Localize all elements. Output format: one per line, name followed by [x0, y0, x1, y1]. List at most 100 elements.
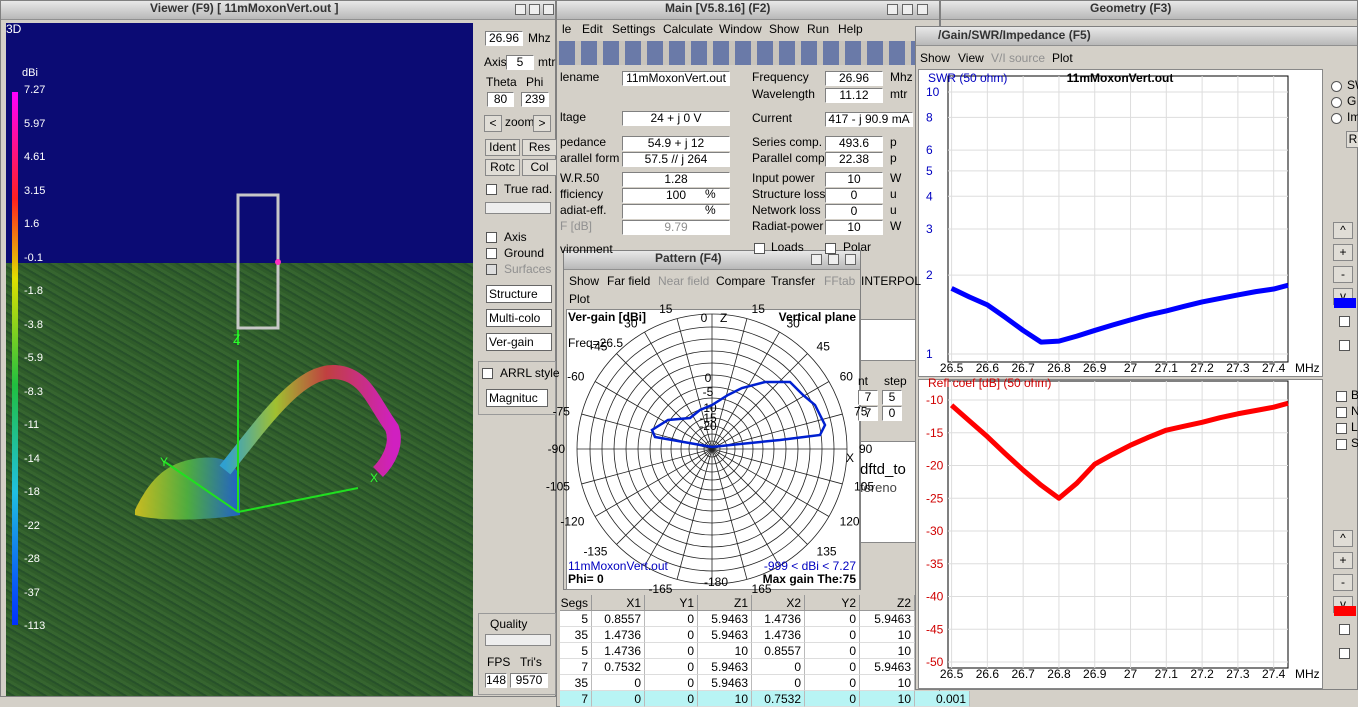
checkbox[interactable] [482, 368, 493, 379]
slider[interactable] [485, 634, 551, 646]
zoom-label: zoom [505, 115, 535, 129]
button[interactable]: - [1333, 266, 1353, 283]
menu-item[interactable]: Run [807, 22, 830, 36]
checkbox[interactable] [1336, 439, 1347, 450]
field[interactable] [622, 204, 730, 219]
checkbox[interactable] [1339, 340, 1350, 351]
minimize[interactable] [811, 254, 822, 265]
checkbox[interactable] [486, 184, 497, 195]
scale-label: 5.97 [24, 117, 46, 130]
field-label: ltage [560, 110, 587, 124]
table-cell: 7 [560, 659, 592, 675]
scale-label: 1.6 [24, 218, 40, 230]
menu-item[interactable]: Show [569, 274, 600, 288]
button[interactable]: ^ [1333, 222, 1353, 239]
scale-label: -8.3 [24, 385, 43, 398]
checkbox[interactable] [1336, 391, 1347, 402]
field: 11mMoxonVert.out [622, 71, 730, 86]
table-cell: 0 [805, 659, 860, 675]
menu-item[interactable]: Transfer [771, 274, 816, 288]
checkbox[interactable] [1336, 407, 1347, 418]
radio[interactable] [1331, 81, 1342, 92]
table-cell: 0.7532 [592, 659, 645, 675]
button[interactable]: Res [522, 139, 557, 156]
menu-item[interactable]: View [958, 51, 984, 65]
radio[interactable] [1331, 97, 1342, 108]
table-cell: 0 [592, 691, 645, 707]
menu-item[interactable]: Far field [607, 274, 651, 288]
theta-field[interactable]: 80 [487, 92, 514, 107]
button[interactable]: ^ [1333, 530, 1353, 547]
close[interactable] [845, 254, 856, 265]
button[interactable]: R [1346, 131, 1358, 148]
menu-item[interactable]: Calculate [663, 22, 714, 36]
button[interactable]: - [1333, 574, 1353, 591]
scale-label: -0.1 [24, 251, 43, 264]
button[interactable]: Ident [485, 139, 520, 156]
button[interactable]: Col [522, 159, 557, 176]
menu-item[interactable]: Settings [612, 22, 656, 36]
menu-item[interactable]: Edit [582, 22, 603, 36]
table-cell: 0 [752, 675, 805, 691]
menu-item[interactable]: Window [719, 22, 762, 36]
axis-field[interactable]: 5 [506, 55, 534, 70]
freq-field[interactable]: 26.96 [485, 31, 523, 46]
toolbar[interactable] [557, 41, 941, 65]
checkbox[interactable] [486, 248, 497, 259]
button[interactable]: < [484, 115, 502, 132]
menu-item[interactable]: Near field [658, 274, 710, 288]
maximize[interactable] [902, 4, 913, 15]
maximize[interactable] [828, 254, 839, 265]
checkbox[interactable] [1339, 624, 1350, 635]
checkbox[interactable] [486, 232, 497, 243]
button[interactable]: + [1333, 244, 1353, 261]
menu-item[interactable]: FFtab [824, 274, 856, 288]
checkbox[interactable] [1339, 648, 1350, 659]
checkbox[interactable] [1336, 423, 1347, 434]
checkbox[interactable] [1339, 316, 1350, 327]
select[interactable]: Multi-colo [486, 309, 552, 327]
checkbox[interactable] [825, 243, 836, 254]
field: 10 [825, 172, 883, 187]
menu-item[interactable]: Plot [569, 292, 590, 306]
close[interactable] [917, 4, 928, 15]
minimize[interactable] [887, 4, 898, 15]
slider[interactable] [485, 202, 551, 214]
menu-item[interactable]: Show [920, 51, 951, 65]
table-cell: 0 [645, 611, 698, 627]
color-swatch[interactable] [1334, 298, 1356, 308]
menu-item[interactable]: V/I source [991, 51, 1046, 65]
table-cell: 0.7532 [752, 691, 805, 707]
button[interactable]: Rotc [485, 159, 520, 176]
field: 5 [882, 390, 902, 405]
maximize[interactable] [529, 4, 540, 15]
field: 100 [622, 188, 730, 203]
unit: Mhz [528, 31, 551, 45]
scale-label: -37 [24, 586, 40, 599]
minimize[interactable] [515, 4, 526, 15]
menu-item[interactable]: Plot [1052, 51, 1073, 65]
column-header: X2 [752, 595, 805, 611]
unit: W [890, 171, 902, 185]
button[interactable]: > [533, 115, 551, 132]
title-bar [916, 27, 1357, 46]
column-header: Y1 [645, 595, 698, 611]
close[interactable] [543, 4, 554, 15]
button[interactable]: + [1333, 552, 1353, 569]
radio[interactable] [1331, 113, 1342, 124]
color-swatch[interactable] [1334, 606, 1356, 616]
menu-item[interactable]: Show [769, 22, 800, 36]
checkbox[interactable] [486, 264, 497, 275]
title-bar [557, 1, 939, 20]
checkbox[interactable] [754, 243, 765, 254]
table-cell: 5.9463 [698, 611, 752, 627]
select[interactable]: Magnituc [486, 389, 548, 407]
table-cell: 10 [698, 691, 752, 707]
menu-item[interactable]: Compare [716, 274, 766, 288]
phi-field[interactable]: 239 [521, 92, 549, 107]
menu-item[interactable]: Help [838, 22, 863, 36]
select[interactable]: Structure [486, 285, 552, 303]
radio-label: Im [1347, 110, 1358, 124]
select[interactable]: Ver-gain [486, 333, 552, 351]
menu-item[interactable]: le [562, 22, 572, 36]
